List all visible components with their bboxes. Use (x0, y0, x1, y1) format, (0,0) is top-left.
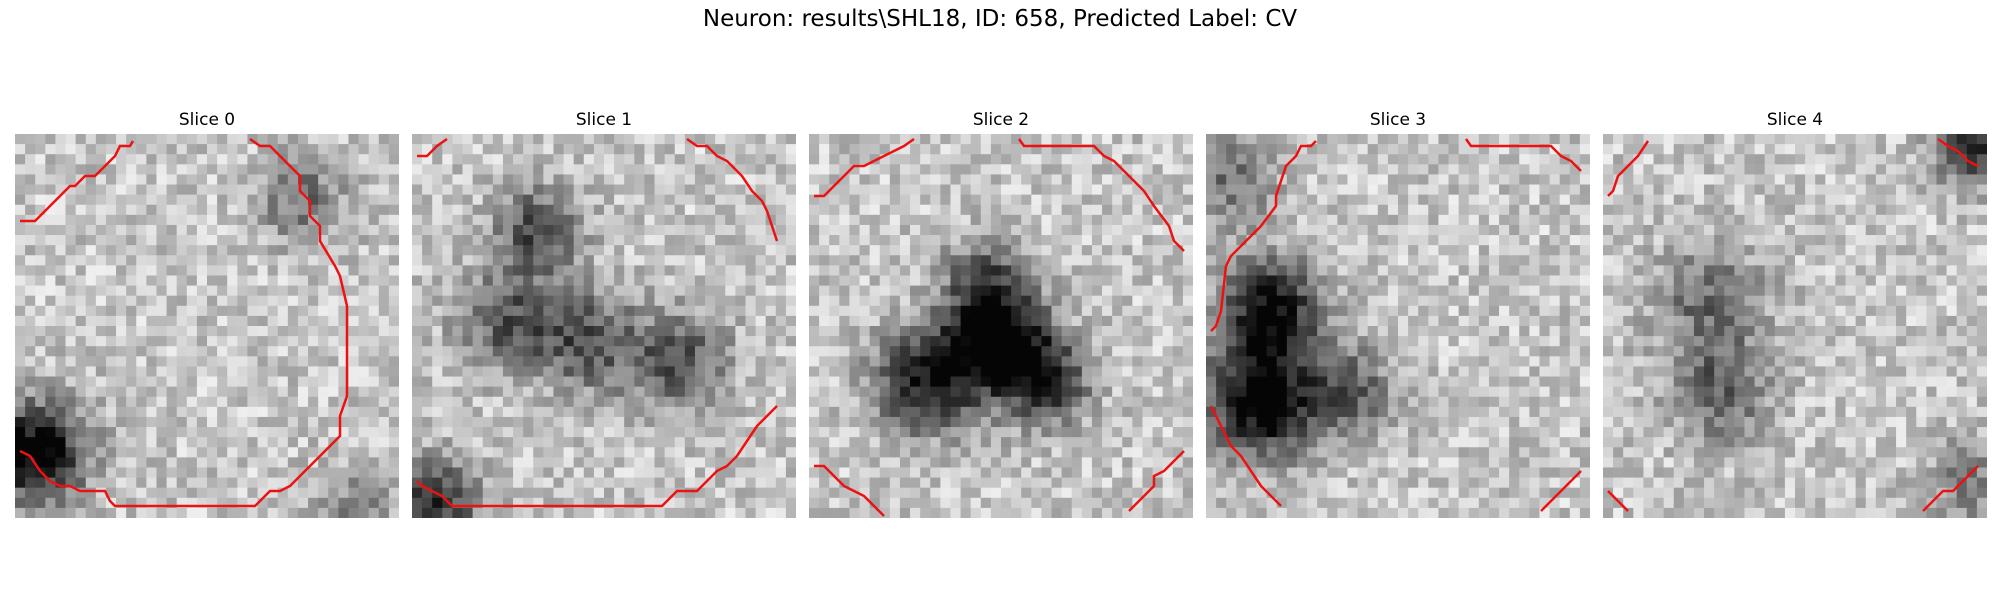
slice-pixel-grid (1603, 134, 1987, 518)
slice-image-3 (1206, 134, 1590, 518)
slice-pixel-grid (1206, 134, 1590, 518)
panel-title-0: Slice 0 (178, 110, 236, 130)
slice-image-1 (412, 134, 796, 518)
panel-title-1: Slice 1 (575, 110, 633, 130)
slice-image-0 (15, 134, 399, 518)
figure-title: Neuron: results\SHL18, ID: 658, Predicte… (702, 6, 1298, 32)
roi-contour (1209, 138, 1582, 512)
slice-image-2 (809, 134, 1193, 518)
roi-contour (814, 137, 1185, 517)
panel-title-3: Slice 3 (1369, 110, 1427, 130)
panel-title-2: Slice 2 (972, 110, 1030, 130)
roi-contour (1607, 137, 1979, 512)
slice-pixel-grid (412, 134, 796, 518)
panel-title-4: Slice 4 (1766, 110, 1824, 130)
roi-contour (416, 137, 779, 508)
roi-contour (19, 137, 349, 508)
slice-image-4 (1603, 134, 1987, 518)
slice-pixel-grid (15, 134, 399, 518)
slice-pixel-grid (809, 134, 1193, 518)
